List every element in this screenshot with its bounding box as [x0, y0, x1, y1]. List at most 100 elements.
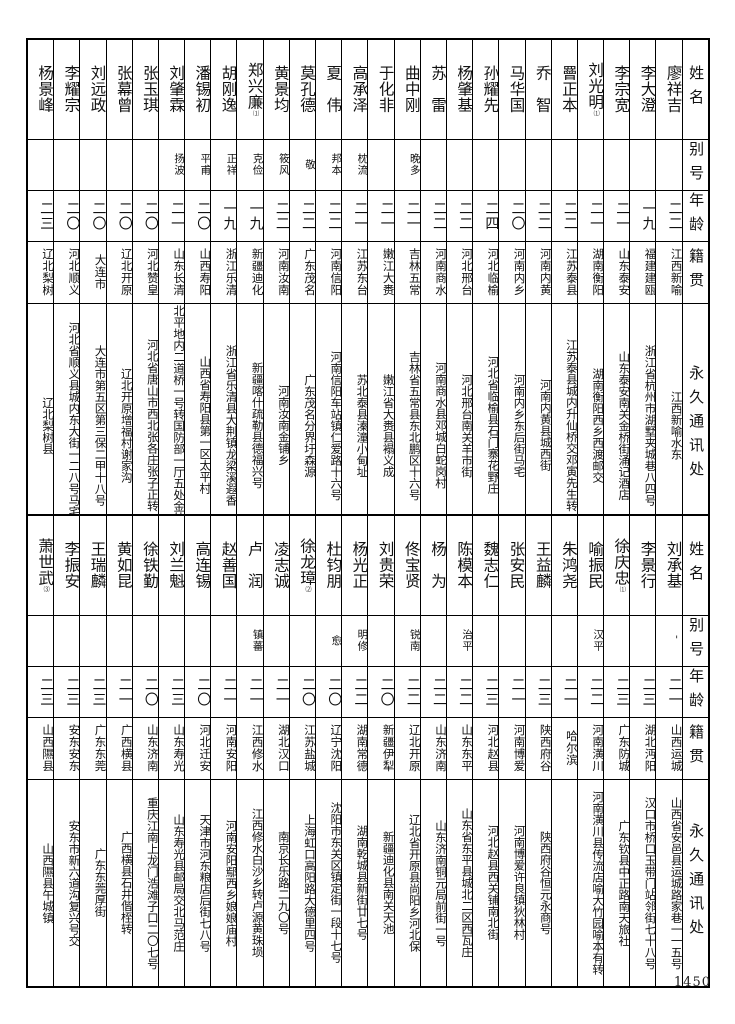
cell-name: 张安民: [498, 514, 526, 616]
cell-origin: 河北赵县: [472, 716, 500, 780]
page-number: 1450: [673, 975, 711, 990]
cell-origin: 山西隰县: [26, 716, 55, 780]
cell-alias: 明修: [341, 614, 369, 667]
name-footnote-marker: ⑵: [304, 586, 312, 593]
cell-alias: [419, 138, 447, 191]
header-address: 永久通讯处: [681, 302, 710, 549]
cell-age: 二一: [105, 665, 133, 718]
cell-name: 李大澄: [629, 38, 657, 140]
cell-alias: [210, 614, 238, 667]
cell-age: 二一: [603, 189, 631, 242]
header-origin: 籍贯: [681, 240, 710, 304]
cell-age: 二一: [393, 189, 421, 242]
header-origin: 籍贯: [681, 716, 710, 780]
cell-name: 潘锡初: [184, 38, 212, 140]
cell-address: 辽北开原增福村谢家沟: [105, 302, 133, 549]
cell-address: 天津市河东粮店后街七八号: [184, 778, 212, 988]
cell-alias: [105, 614, 133, 667]
cell-alias: [53, 614, 81, 667]
cell-address: 河南安阳鄢西乡娘娘庙村: [210, 778, 238, 988]
cell-alias: 克俭: [236, 138, 264, 191]
cell-name: 王瑞麟: [79, 514, 107, 616]
cell-origin: 江苏东台: [341, 240, 369, 304]
cell-age: 二一: [236, 665, 264, 718]
cell-name: 朱鸿尧: [550, 514, 578, 616]
cell-origin: 河南潢川: [576, 716, 605, 780]
row-address: 辽北梨树县 河北省顺义县城内东大街一二八号马宅转 大连市第五区第三保二甲十八号 辽北开…: [26, 302, 710, 549]
cell-alias: 敬: [288, 138, 317, 191]
cell-name: 高承泽: [341, 38, 369, 140]
cell-address: 山东省东平县城北二区西瓦庄: [445, 778, 474, 988]
cell-age: 二二: [288, 189, 317, 242]
cell-name: 徐庆忠⑴: [603, 514, 631, 616]
cell-age: 二〇: [184, 189, 212, 242]
cell-origin: 广东东莞: [79, 716, 107, 780]
cell-address: 山西隰县午城镇: [26, 778, 55, 988]
cell-origin: 大连市: [79, 240, 107, 304]
cell-address: 陕西府谷恒元永商号: [524, 778, 552, 988]
cell-alias: [79, 138, 107, 191]
cell-age: 二一: [655, 665, 683, 718]
name-footnote-marker: ⑴: [251, 110, 259, 117]
cell-origin: 吉林五常: [393, 240, 421, 304]
cell-address: 山东济南铜元局前街一号: [419, 778, 447, 988]
cell-origin: 江苏泰县: [550, 240, 578, 304]
cell-address: 新疆喀什疏勒县德福兴号: [236, 302, 264, 549]
cell-origin: 辽北梨树: [26, 240, 55, 304]
cell-name: 杨肇基: [445, 38, 474, 140]
roster-table-bottom-body: 萧世武⑶ 李振安 王瑞麟 黄如昆 徐铁勤 刘兰魁 高连锡 赵善国卢 润凌志诚 徐龙璋⑵ 杜钧朋 杨光…: [26, 514, 710, 988]
cell-alias: [157, 614, 186, 667]
cell-age: 二二: [655, 189, 683, 242]
cell-origin: 河南安阳: [210, 716, 238, 780]
cell-age: 二一: [262, 665, 290, 718]
cell-origin: 安东安东: [53, 716, 81, 780]
cell-name: 乔 智: [524, 38, 552, 140]
row-alias: 镇蕃愈明修 锐南 治平 汉平 ' 别号: [26, 614, 710, 667]
cell-age: 二二: [341, 665, 369, 718]
cell-name: 佟宝贤: [393, 514, 421, 616]
cell-name: 李振安: [53, 514, 81, 616]
cell-alias: [419, 614, 447, 667]
cell-alias: [603, 614, 631, 667]
cell-age: 二三: [26, 665, 55, 718]
cell-age: 二一: [576, 189, 605, 242]
cell-origin: 辽北开原: [393, 716, 421, 780]
cell-origin: 新疆迪化: [236, 240, 264, 304]
cell-address: 广东茂名分界圩森源: [288, 302, 317, 549]
cell-age: 二二: [445, 189, 474, 242]
cell-age: 一九: [210, 189, 238, 242]
cell-address: 浙江省杭州市湖墅夹城巷八四号: [629, 302, 657, 549]
cell-alias: [550, 138, 578, 191]
cell-name: 张玉琪: [131, 38, 159, 140]
cell-name: 曲中刚: [393, 38, 421, 140]
cell-age: 二二: [315, 189, 343, 242]
cell-address: 江西修水白沙乡转卢源黄珠埙: [236, 778, 264, 988]
cell-address: 河北邢台南关羊市街: [445, 302, 474, 549]
row-address: 山西隰县午城镇 安东市新六道沟复兴号交 广东东莞厚街 广西横县石井偕桎转 重庆江南上龙门…: [26, 778, 710, 988]
cell-age: 一九: [629, 189, 657, 242]
cell-name: 莫孔德: [288, 38, 317, 140]
cell-alias: [105, 138, 133, 191]
cell-address: 湖南乾城县新街廿七号: [341, 778, 369, 988]
cell-address: 河北省临榆县石门寨花野庄: [472, 302, 500, 549]
cell-age: 二三: [53, 665, 81, 718]
cell-address: 山西省安邑县运城路家巷一一五号: [655, 778, 683, 988]
cell-address: 北平地内二道桥一号转国防部一厅五处金处长转: [157, 302, 186, 549]
cell-alias: [288, 614, 317, 667]
cell-alias: [629, 138, 657, 191]
cell-address: 河北省唐山市西北张各庄张子正转: [131, 302, 159, 549]
cell-origin: 广东防城: [603, 716, 631, 780]
cell-origin: 江西修水: [236, 716, 264, 780]
cell-origin: 山东泰安: [603, 240, 631, 304]
cell-origin: 河南博爱: [498, 716, 526, 780]
cell-age: 二二: [550, 189, 578, 242]
cell-age: 二二: [445, 665, 474, 718]
cell-alias: [576, 138, 605, 191]
cell-age: 二一: [210, 665, 238, 718]
cell-address: 辽北梨树县: [26, 302, 55, 549]
cell-origin: 江西新喻: [655, 240, 683, 304]
cell-name: 刘承基: [655, 514, 683, 616]
cell-name: 喻振民: [576, 514, 605, 616]
cell-name: 马华国: [498, 38, 526, 140]
